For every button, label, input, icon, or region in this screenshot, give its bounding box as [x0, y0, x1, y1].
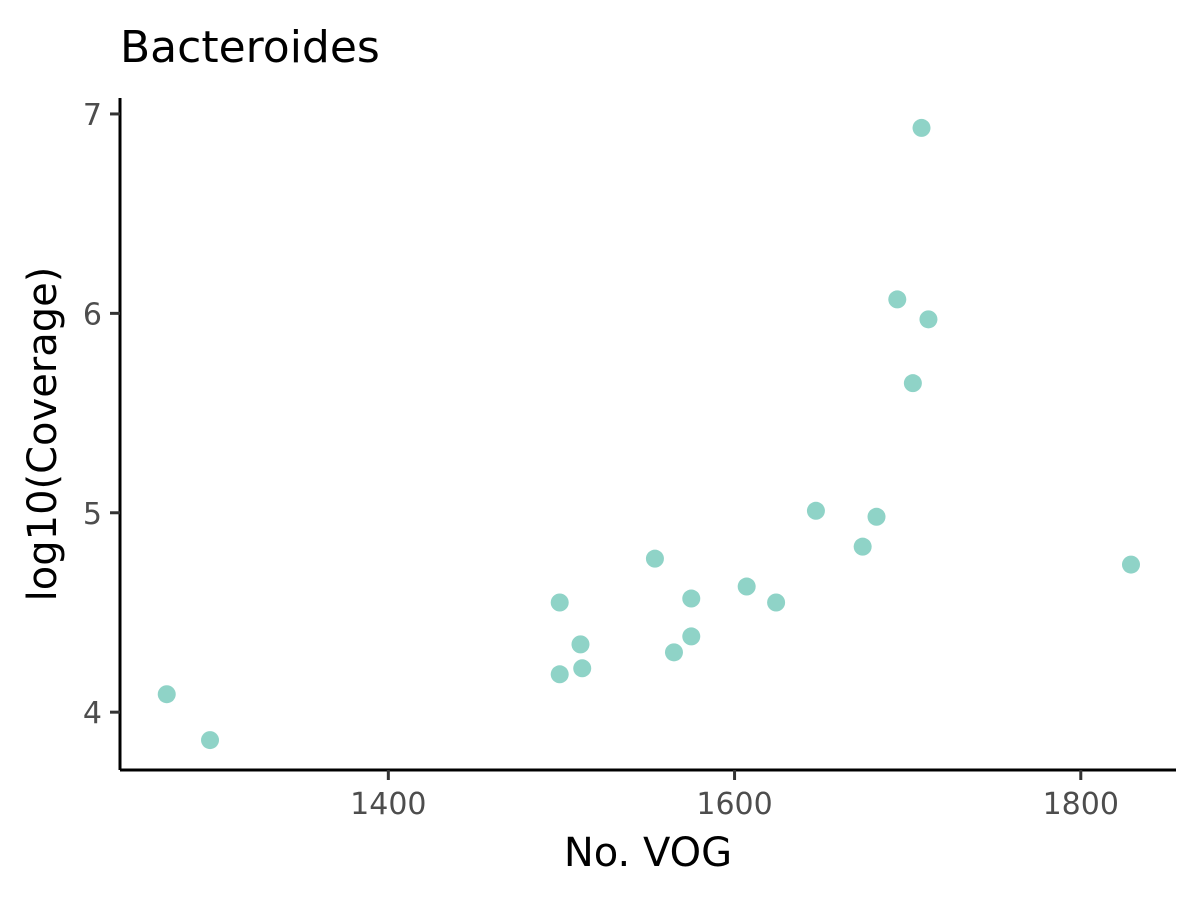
data-point — [867, 507, 886, 526]
data-point — [853, 537, 872, 556]
chart-title: Bacteroides — [120, 22, 380, 73]
x-axis-title: No. VOG — [564, 830, 732, 876]
data-point — [645, 549, 664, 568]
data-point — [664, 643, 683, 662]
y-tick-label: 6 — [83, 297, 102, 332]
points-layer — [157, 118, 1140, 750]
data-point — [737, 577, 756, 596]
y-tick-label: 4 — [83, 696, 102, 731]
data-point — [682, 627, 701, 646]
data-point — [888, 290, 907, 309]
data-point — [919, 310, 938, 329]
x-tick-label: 1600 — [696, 787, 772, 822]
data-point — [201, 731, 220, 750]
y-tick-label: 5 — [83, 497, 102, 532]
data-point — [806, 501, 825, 520]
y-axis-ticks: 4 5 6 7 — [83, 98, 120, 731]
data-point — [1121, 555, 1140, 574]
data-point — [903, 374, 922, 393]
data-point — [550, 593, 569, 612]
y-axis-title: log10(Coverage) — [20, 267, 66, 602]
x-axis-ticks: 1400 1600 1800 — [350, 770, 1119, 822]
y-tick-label: 7 — [83, 98, 102, 133]
x-tick-label: 1400 — [350, 787, 426, 822]
data-point — [912, 118, 931, 137]
data-point — [767, 593, 786, 612]
data-point — [157, 685, 176, 704]
data-point — [550, 665, 569, 684]
data-point — [573, 659, 592, 678]
data-point — [682, 589, 701, 608]
x-tick-label: 1800 — [1043, 787, 1119, 822]
data-point — [571, 635, 590, 654]
